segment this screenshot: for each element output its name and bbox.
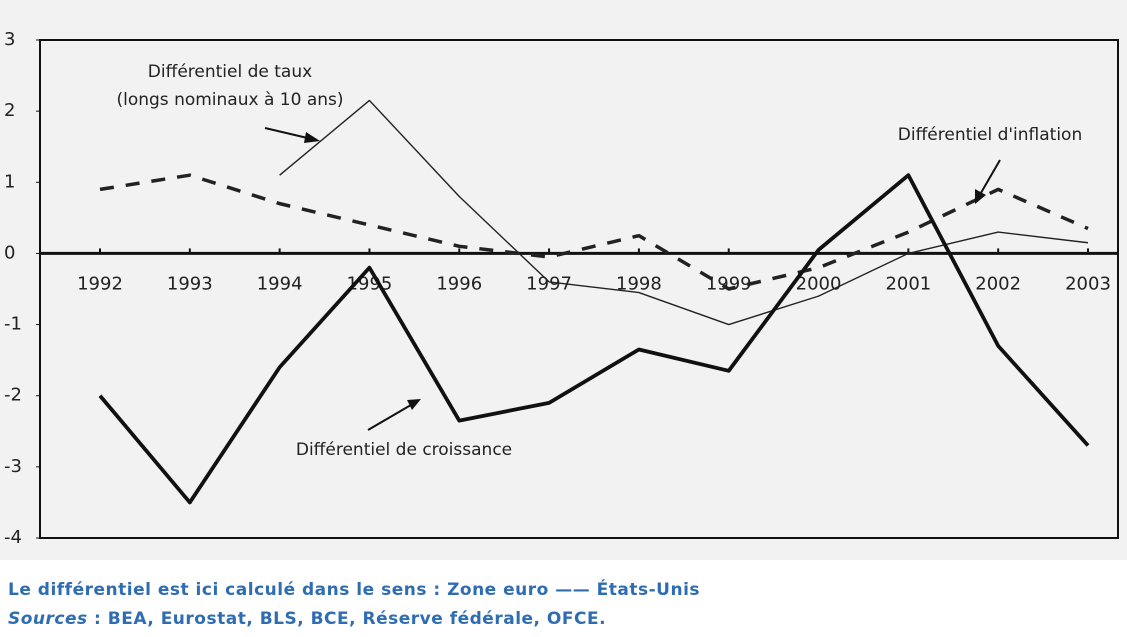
- source-label: Sources: [8, 609, 88, 629]
- annotation-growth: Différentiel de croissance: [296, 440, 512, 460]
- series-line: [279, 99, 1089, 326]
- source: Sources : BEA, Eurostat, BLS, BCE, Réser…: [8, 609, 606, 629]
- x-tick-label: 2000: [796, 273, 842, 294]
- y-tick-label: 3: [4, 29, 15, 50]
- y-tick-label: -2: [4, 385, 22, 406]
- arrow: [977, 159, 1001, 199]
- annotation-rate-note: (longs nominaux à 10 ans): [116, 90, 343, 110]
- series-line: [99, 173, 1089, 291]
- x-tick-label: 2002: [975, 273, 1021, 294]
- x-tick-label: 1993: [167, 273, 213, 294]
- source-text: : BEA, Eurostat, BLS, BCE, Réserve fédér…: [88, 609, 606, 629]
- x-tick-label: 1998: [616, 273, 662, 294]
- x-tick-label: 1994: [257, 273, 303, 294]
- annotation-inflation: Différentiel d'inflation: [898, 125, 1082, 145]
- y-tick-label: -1: [4, 314, 22, 335]
- y-tick-label: 0: [4, 242, 15, 263]
- arrow-head: [407, 399, 421, 410]
- y-tick-label: -4: [4, 527, 22, 548]
- y-tick-label: -3: [4, 456, 22, 477]
- plot-frame: [39, 39, 1119, 539]
- x-tick-label: 1997: [526, 273, 572, 294]
- x-tick-label: 1992: [77, 273, 123, 294]
- arrow: [367, 401, 417, 431]
- arrow-head: [975, 189, 986, 204]
- series-line: [98, 173, 1090, 505]
- x-tick-label: 1996: [436, 273, 482, 294]
- x-tick-label: 2001: [885, 273, 931, 294]
- arrow-head: [304, 132, 320, 143]
- chart-background: [0, 0, 1127, 560]
- y-tick-label: 2: [4, 100, 15, 121]
- y-tick-label: 1: [4, 171, 15, 192]
- x-tick-label: 2003: [1065, 273, 1111, 294]
- note: Le différentiel est ici calculé dans le …: [8, 578, 700, 600]
- annotation-rate: Différentiel de taux: [148, 62, 312, 82]
- x-tick-label: 1999: [706, 273, 752, 294]
